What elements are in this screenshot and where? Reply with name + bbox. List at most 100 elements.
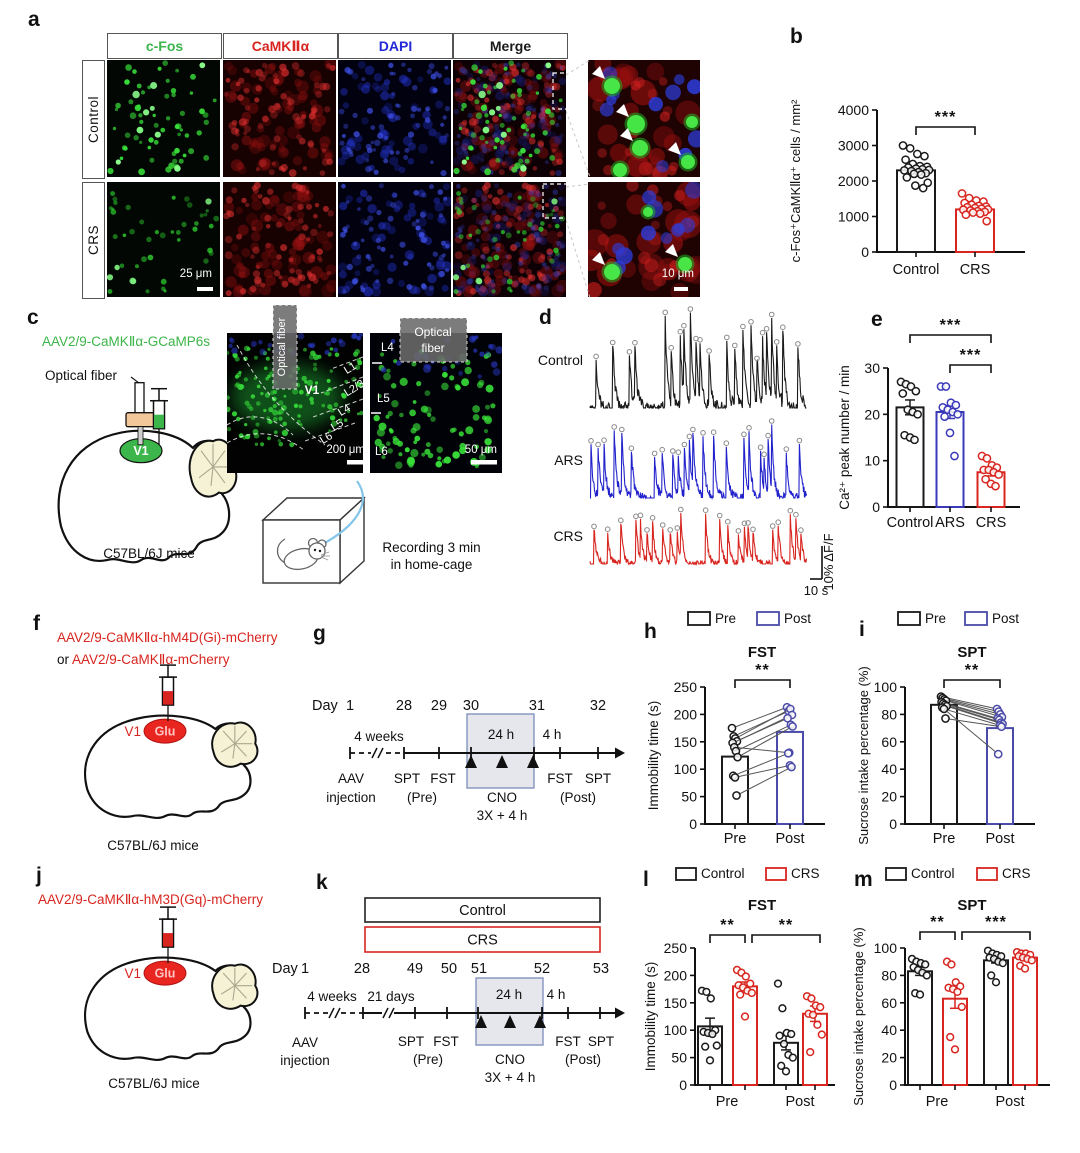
legend-label: Pre [925, 611, 946, 626]
svg-text:30: 30 [864, 360, 880, 376]
micro-image-crs-camk [223, 182, 336, 297]
scale-bar-50um [471, 460, 497, 465]
legend-label: CRS [1002, 866, 1031, 881]
fiber-ferrule [125, 412, 157, 428]
svg-text:1000: 1000 [838, 209, 869, 225]
event-label-cno: CNO [495, 1052, 525, 1067]
syringe-icon [159, 906, 177, 964]
chart-title: FST [748, 644, 776, 661]
svg-text:0: 0 [889, 1077, 897, 1093]
svg-text:20: 20 [864, 406, 880, 422]
event-label-post: (Post) [560, 790, 596, 805]
event-label-cno2: 3X + 4 h [477, 808, 528, 823]
day-number: 30 [463, 698, 479, 714]
y-axis-label: Immobility time (s) [643, 962, 658, 1072]
mouse-icon [276, 537, 330, 571]
sig-bracket [709, 934, 746, 943]
fiber-cable [320, 480, 364, 546]
sig-stars: ** [930, 914, 944, 931]
svg-text:50: 50 [681, 789, 697, 805]
svg-text:Post: Post [995, 1094, 1024, 1110]
panel-letter: g [313, 622, 326, 645]
svg-text:60: 60 [881, 995, 897, 1011]
cno-injection-arrow [504, 1015, 516, 1028]
layer-label: L5 [377, 393, 390, 405]
calcium-trace [589, 424, 808, 501]
sig-stars: ** [779, 917, 793, 934]
panel-letter: e [871, 308, 883, 331]
group-box-crs [364, 926, 601, 953]
sig-stars: ** [720, 917, 734, 934]
legend-swatch [964, 611, 988, 626]
svg-text:100: 100 [874, 679, 898, 695]
event-label-post: (Post) [565, 1052, 601, 1067]
micro-image-control-cfos [107, 60, 220, 177]
cno-injection-arrow [496, 755, 508, 768]
layer-label: L4 [336, 402, 353, 419]
inset-connector-lines [566, 59, 590, 299]
v1-region-text: V1 [124, 966, 141, 981]
svg-text:Post: Post [775, 831, 804, 847]
y-axis-label: Ca²⁺ peak number / min [837, 365, 852, 509]
panel-g-timeline: g Day 1 28 29 30 31 32 4 weeks 24 h 4 h AAV injectio… [312, 622, 625, 823]
day-number: 28 [354, 961, 370, 977]
chart-title: FST [748, 897, 776, 914]
y-axis-label: Sucrose intake percentage (%) [851, 927, 866, 1105]
mouse-strain-label-j: C57BL/6J mice [108, 1076, 200, 1091]
panel-f-diagram: V1 Glu [25, 664, 315, 860]
event-label-pre: (Pre) [407, 790, 437, 805]
chart-title: SPT [957, 897, 986, 914]
scale-bar-label-10um: 10 μm [661, 268, 694, 280]
trace-label: ARS [554, 452, 583, 468]
svg-text:0: 0 [679, 1077, 687, 1093]
virus-label-mcherry-text: AAV2/9-CaMKⅡα-mCherry [72, 652, 230, 667]
arrowhead-icon [616, 104, 629, 117]
cno-injection-arrow [527, 755, 539, 768]
sig-bracket [943, 679, 1001, 688]
y-axis-label: Immobility time (s) [646, 701, 661, 811]
virus-label-hm3d: AAV2/9-CaMKⅡα-hM3D(Gq)-mCherry [38, 892, 263, 907]
svg-text:Pre: Pre [724, 831, 747, 847]
day-prefix: Day [312, 698, 339, 714]
svg-text:ARS: ARS [935, 515, 965, 531]
after-box-duration-label: 4 h [547, 987, 566, 1002]
event-label-pre: (Pre) [413, 1052, 443, 1067]
timeline-arrowhead [615, 747, 625, 759]
event-label-spt_post: SPT [588, 1034, 614, 1049]
column-header-cfos-text: c-Fos [145, 38, 184, 54]
svg-text:10: 10 [864, 453, 880, 469]
legend-swatch [897, 611, 921, 626]
arrowhead-icon [592, 66, 605, 79]
sig-bracket [961, 931, 1031, 940]
svg-text:Pre: Pre [933, 831, 956, 847]
calcium-trace [589, 312, 807, 411]
trace-label: Control [538, 352, 583, 368]
cno-injection-arrow [534, 1015, 546, 1028]
sig-bracket [919, 931, 956, 940]
optical-fiber-track-box [272, 305, 298, 390]
panel-h-chart: h Pre Post FST 0 50 100 150 200 250 Immobility tim… [644, 611, 825, 847]
bar [930, 703, 958, 825]
column-header-camk: CaMKⅡα [223, 33, 338, 59]
svg-text:80: 80 [881, 706, 897, 722]
arrowhead-icon [592, 252, 605, 265]
svg-text:Control: Control [893, 262, 940, 278]
micro-image-control-dapi [338, 60, 451, 177]
column-header-dapi-text: DAPI [378, 38, 413, 54]
panel-j-label: j [36, 864, 42, 887]
day-number: 31 [529, 698, 545, 714]
svg-text:50: 50 [671, 1050, 687, 1066]
legend-swatch [675, 867, 697, 881]
legend-swatch [765, 867, 787, 881]
svg-text:0: 0 [861, 244, 869, 260]
brain-outline [59, 431, 237, 563]
chart-title: SPT [957, 644, 986, 661]
syringe-icon [150, 387, 168, 445]
svg-text:80: 80 [881, 967, 897, 983]
panel-letter: b [790, 25, 803, 48]
row-label-crs: CRS [82, 182, 105, 299]
panel-c-label: c [27, 306, 39, 329]
event-label-spt_post: SPT [585, 771, 611, 786]
v1-region-text: V1 [133, 444, 148, 458]
